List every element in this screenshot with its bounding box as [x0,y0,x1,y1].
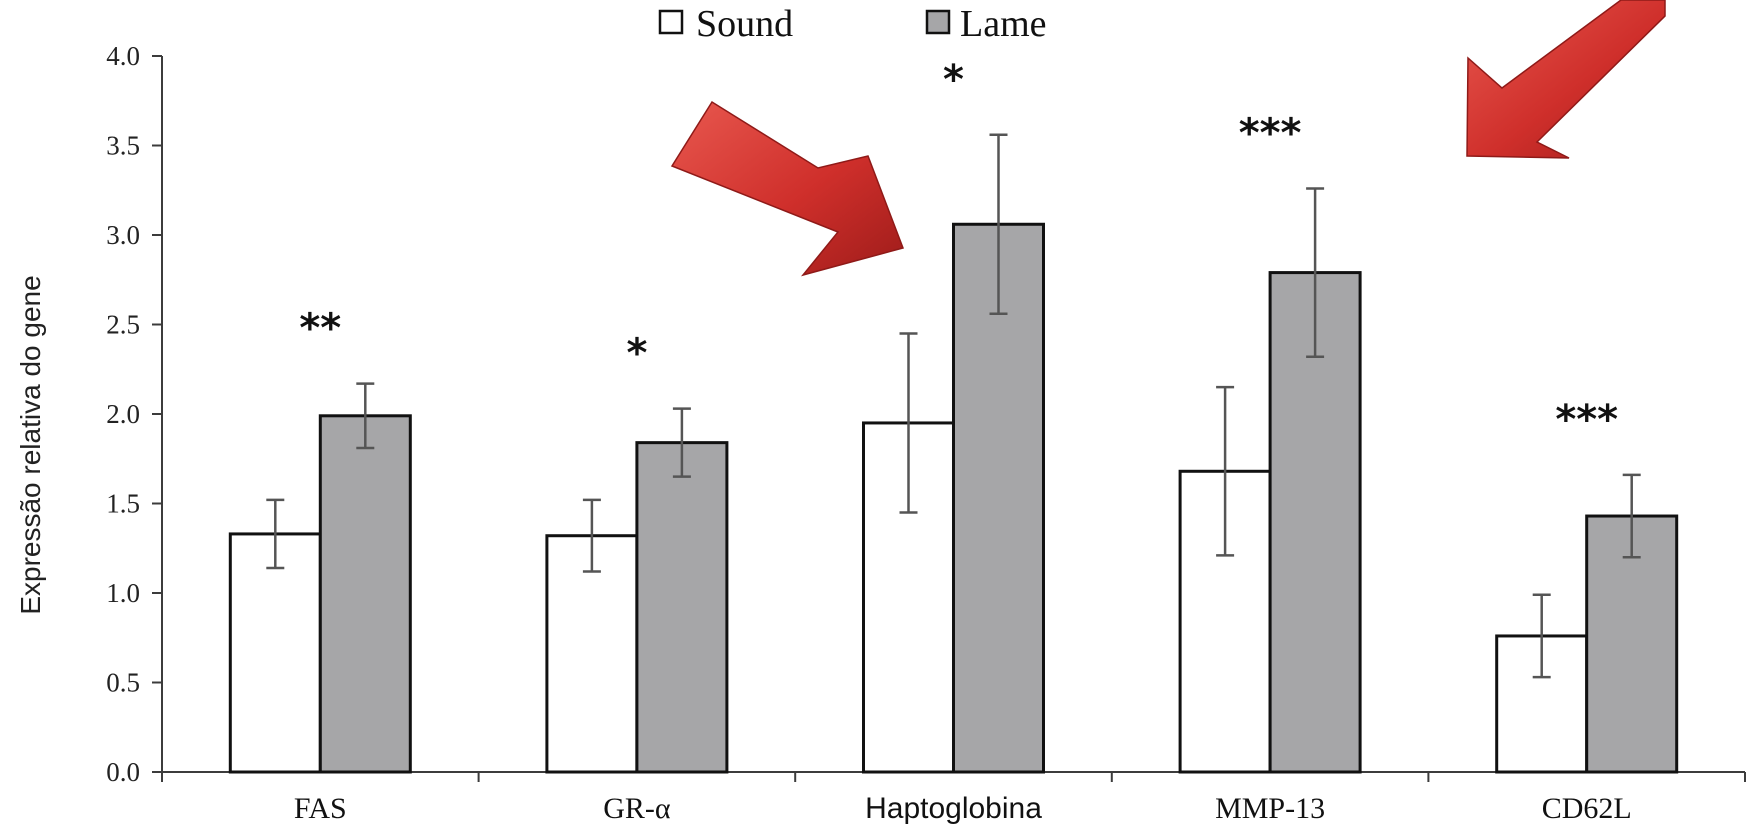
y-axis-ticks: 0.0 0.5 1.0 1.5 2.0 2.5 3.0 3.5 4.0 [106,41,162,787]
y-tick-label: 1.5 [106,489,140,519]
significance-marker: * [943,57,964,103]
bar-lame [318,414,412,774]
significance-group: ********** [299,57,1618,443]
x-tick-label: MMP-13 [1215,792,1325,825]
legend: Sound Lame [658,3,1047,45]
x-tick-label: GR-α [603,792,671,825]
annotation-arrows [670,0,1666,277]
y-axis-label: Expressão relativa do gene [15,275,46,614]
x-tick-label: CD62L [1542,792,1632,825]
y-tick-label: 2.5 [106,310,140,340]
bar-sound [228,532,322,774]
y-tick-label: 4.0 [106,41,140,71]
legend-label-sound: Sound [696,3,793,45]
arrow-pointing-cd62l [1466,0,1666,159]
y-tick-label: 0.5 [106,668,140,698]
error-bars-group [266,133,1641,679]
legend-label-lame: Lame [960,3,1047,45]
x-axis-ticks: FAS GR-α Haptoglobina MMP-13 CD62L [161,772,1746,825]
significance-marker: * [626,331,647,377]
x-tick-label: FAS [294,792,347,825]
bars-group [228,222,1679,774]
bar-sound [545,534,639,774]
arrow-pointing-haptoglobina [670,100,904,277]
significance-marker: *** [1239,110,1302,156]
legend-swatch-sound [658,9,684,35]
y-tick-label: 0.0 [106,757,140,787]
bar-lame [952,222,1045,774]
y-tick-label: 1.0 [106,578,140,608]
bar-lame [635,441,729,774]
x-tick-label: Haptoglobina [865,792,1042,825]
significance-marker: ** [299,306,341,352]
y-tick-label: 3.0 [106,220,140,250]
significance-marker: *** [1555,397,1618,443]
y-tick-label: 3.5 [106,131,140,161]
legend-swatch-lame [925,9,951,35]
y-tick-label: 2.0 [106,399,140,429]
